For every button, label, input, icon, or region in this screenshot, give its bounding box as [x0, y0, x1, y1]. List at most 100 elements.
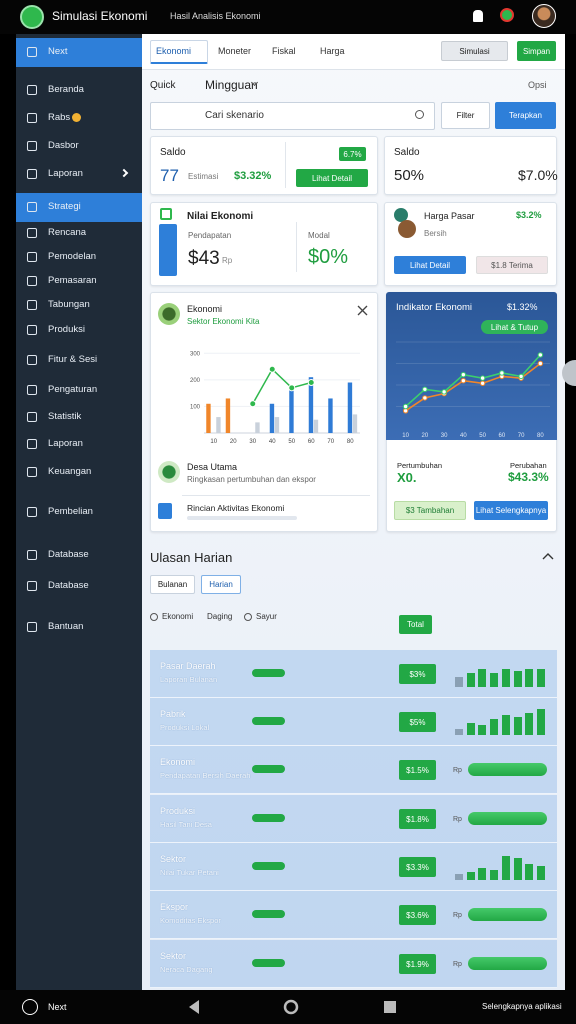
apply-button[interactable]: Terapkan [495, 102, 556, 129]
period-select[interactable]: Mingguan [205, 78, 258, 92]
list-row[interactable] [150, 698, 557, 746]
sidebar-icon[interactable] [27, 85, 37, 95]
mini-bar [490, 673, 499, 687]
sidebar-item[interactable]: Beranda [48, 84, 84, 95]
sidebar-icon[interactable] [27, 141, 37, 151]
summary-button[interactable]: Lihat Selengkapnya [474, 501, 548, 520]
sidebar-icon[interactable] [27, 385, 37, 395]
sidebar-item[interactable]: Statistik [48, 411, 82, 422]
save-button[interactable]: Simpan [517, 41, 556, 61]
card [150, 292, 378, 532]
x-tick-label: 30 [249, 439, 256, 445]
list-row[interactable] [150, 650, 557, 698]
list-row[interactable] [150, 843, 557, 891]
filter-radio[interactable] [244, 613, 252, 621]
line-chart: 10 20 30 40 50 60 70 80 [396, 341, 550, 439]
section-tab[interactable]: Harian [201, 575, 241, 594]
sidebar-item[interactable]: Strategi [48, 201, 81, 212]
sidebar-item[interactable]: Laporan [48, 438, 83, 449]
sidebar-item[interactable]: Produksi [48, 324, 85, 335]
sidebar-item[interactable]: Pemasaran [48, 275, 97, 286]
sidebar-item[interactable]: Laporan [48, 168, 83, 179]
sidebar-item[interactable]: Database [48, 549, 89, 560]
sidebar-item[interactable]: Pemodelan [48, 251, 97, 262]
sidebar-icon[interactable] [27, 622, 37, 632]
panel-item[interactable]: Desa Utama [187, 462, 238, 472]
edge-handle [562, 360, 576, 386]
row-title: Pabrik [160, 709, 186, 719]
sidebar-item[interactable]: Fitur & Sesi [48, 354, 98, 365]
card-divider [296, 222, 297, 272]
summary-value: X0. [397, 470, 417, 485]
filter-label[interactable]: Sayur [256, 612, 277, 621]
avatar[interactable] [532, 4, 556, 28]
search-placeholder: Cari skenario [205, 110, 264, 121]
chart-chip[interactable]: Lihat & Tutup [481, 320, 548, 334]
app-title: Simulasi Ekonomi [52, 9, 148, 23]
bar [352, 414, 358, 433]
card-change: $3.32% [234, 170, 272, 182]
sidebar-icon[interactable] [27, 169, 37, 179]
tab[interactable]: Harga [320, 46, 345, 56]
sidebar-icon[interactable] [27, 412, 37, 422]
row-subtitle: Laporan Bulanan [160, 675, 218, 684]
bar [274, 417, 280, 433]
sidebar-icon[interactable] [27, 47, 37, 57]
section-tab[interactable]: Bulanan [150, 575, 195, 594]
sidebar-item[interactable]: Rencana [48, 227, 87, 238]
sidebar-icon[interactable] [27, 113, 37, 123]
sidebar-item[interactable]: Pengaturan [48, 384, 98, 395]
quick-label[interactable]: Quick [150, 80, 176, 91]
bar-chart: 100 200 300 10 20 30 40 50 60 70 80 [190, 351, 360, 445]
tab[interactable]: Fiskal [272, 46, 296, 56]
panel-item[interactable]: Rincian Aktivitas Ekonomi [187, 503, 285, 513]
notification-icon[interactable] [473, 10, 483, 22]
nav-bar [0, 990, 576, 1024]
search-box[interactable] [150, 102, 435, 130]
filter-label[interactable]: Ekonomi [162, 612, 194, 621]
sidebar-icon[interactable] [27, 300, 37, 310]
sidebar-icon[interactable] [27, 228, 37, 238]
sidebar-icon[interactable] [27, 355, 37, 365]
back-button[interactable] [189, 1000, 199, 1014]
status-icon[interactable] [500, 8, 514, 22]
sidebar-item[interactable]: Database [48, 580, 89, 591]
sidebar-icon[interactable] [27, 325, 37, 335]
card-button[interactable]: Lihat Detail [296, 169, 368, 187]
sidebar-item[interactable]: Rabs [48, 112, 71, 123]
nav-app[interactable]: Next [48, 1002, 67, 1012]
sidebar-icon[interactable] [27, 467, 37, 477]
sidebar-item[interactable]: Dasbor [48, 140, 79, 151]
sidebar-item[interactable]: Pembelian [48, 506, 93, 517]
nav-icon[interactable] [22, 999, 38, 1015]
tab[interactable]: Ekonomi [156, 46, 192, 56]
mini-bar [478, 669, 487, 687]
bar [206, 403, 211, 433]
filter-label[interactable]: Daging [207, 612, 233, 621]
options-link[interactable]: Opsi [528, 80, 547, 90]
nav-buttons [189, 999, 396, 1015]
line-point [422, 395, 428, 401]
sidebar-icon[interactable] [27, 202, 37, 212]
sidebar-icon[interactable] [27, 507, 37, 517]
simulate-button[interactable]: Simulasi [441, 41, 508, 61]
sidebar-icon[interactable] [27, 550, 37, 560]
filter-button[interactable]: Filter [441, 102, 490, 129]
mini-bar [501, 669, 510, 687]
filter-radio[interactable] [150, 613, 158, 621]
row-title: Ekonomi [160, 757, 196, 767]
sidebar-item[interactable]: Bantuan [48, 621, 84, 632]
panel-subtitle: Sektor Ekonomi Kita [187, 317, 260, 326]
sidebar-item[interactable]: Keuangan [48, 466, 92, 477]
summary-button[interactable]: $3 Tambahan [394, 501, 466, 520]
sidebar-item[interactable]: Next [48, 46, 68, 57]
sidebar-icon[interactable] [27, 252, 37, 262]
card-button[interactable]: $1.8 Terima [476, 256, 548, 274]
sidebar-icon[interactable] [27, 276, 37, 286]
tab[interactable]: Moneter [218, 46, 252, 56]
card-button[interactable]: Lihat Detail [394, 256, 466, 274]
line [405, 362, 541, 412]
sidebar-icon[interactable] [27, 439, 37, 449]
sidebar-item[interactable]: Tabungan [48, 299, 90, 310]
sidebar-icon[interactable] [27, 581, 37, 591]
